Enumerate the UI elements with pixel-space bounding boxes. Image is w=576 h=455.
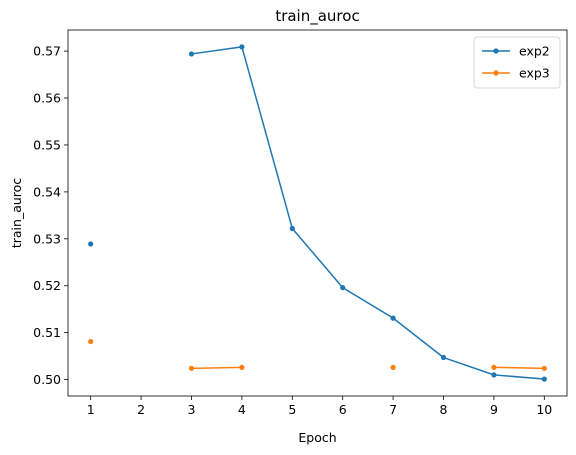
series-line-exp3 [494,367,544,368]
data-point-exp2-7 [391,316,396,321]
y-axis-label: train_auroc [9,178,24,248]
y-tick-label: 0.54 [33,184,61,199]
series-line-exp3 [191,367,241,368]
legend-label: exp2 [519,44,550,59]
data-point-exp3-7 [391,365,396,370]
data-point-exp2-8 [441,355,446,360]
data-point-exp2-9 [491,372,496,377]
data-point-exp2-5 [290,226,295,231]
x-tick-label: 6 [339,402,347,417]
x-axis-label: Epoch [298,430,336,445]
data-point-exp2-3 [189,51,194,56]
y-tick-label: 0.53 [33,231,61,246]
legend-swatch-marker [493,70,498,75]
data-point-exp2-10 [542,377,547,382]
x-tick-label: 5 [288,402,296,417]
data-point-exp3-10 [542,366,547,371]
data-point-exp3-9 [491,365,496,370]
data-point-exp2-1 [88,241,93,246]
x-tick-label: 3 [188,402,196,417]
x-tick-label: 10 [536,402,552,417]
y-tick-label: 0.52 [33,278,61,293]
chart-title: train_auroc [275,7,359,26]
data-point-exp3-4 [239,365,244,370]
y-tick-label: 0.50 [33,372,61,387]
x-tick-label: 4 [238,402,246,417]
y-tick-label: 0.55 [33,137,61,152]
x-tick-label: 9 [490,402,498,417]
y-tick-label: 0.56 [33,91,61,106]
x-tick-label: 1 [87,402,95,417]
x-tick-label: 8 [440,402,448,417]
data-point-exp2-4 [239,44,244,49]
y-tick-label: 0.57 [33,44,61,59]
x-tick-label: 7 [389,402,397,417]
y-tick-label: 0.51 [33,325,61,340]
legend-label: exp3 [519,66,550,81]
x-tick-label: 2 [137,402,145,417]
legend: exp2 exp3 [474,37,560,88]
data-point-exp3-1 [88,339,93,344]
data-point-exp3-3 [189,366,194,371]
data-point-exp2-6 [340,285,345,290]
legend-swatch-marker [493,48,498,53]
